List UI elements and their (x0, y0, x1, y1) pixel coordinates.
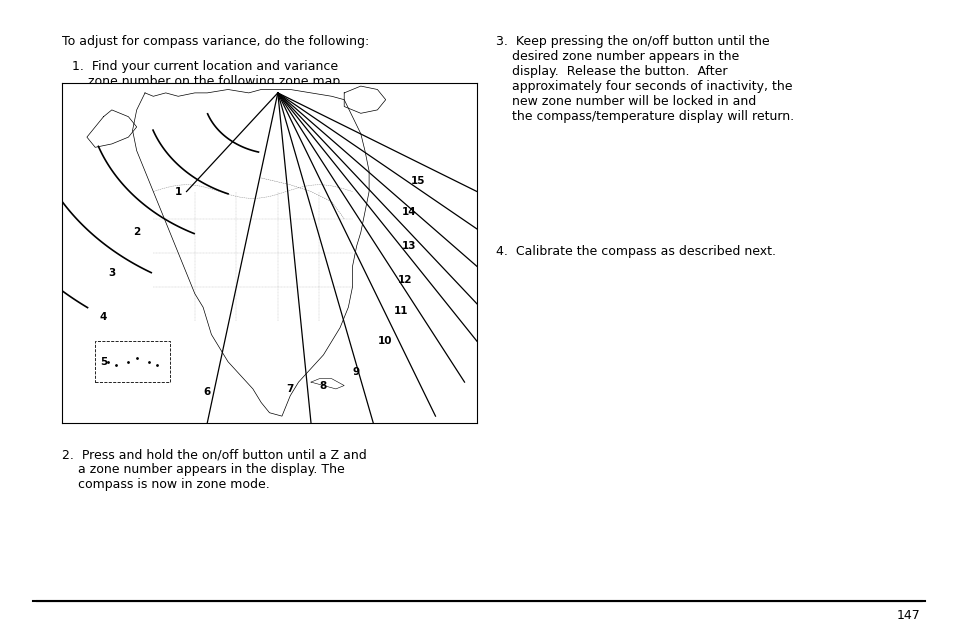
Text: 8: 8 (319, 380, 326, 391)
Text: 13: 13 (402, 241, 416, 251)
Text: 9: 9 (353, 367, 359, 377)
Text: 2: 2 (133, 228, 140, 237)
Text: 11: 11 (394, 306, 408, 315)
Text: 3.  Keep pressing the on/off button until the
    desired zone number appears in: 3. Keep pressing the on/off button until… (496, 35, 793, 123)
Text: 15: 15 (410, 176, 425, 186)
Text: 1.  Find your current location and variance
    zone number on the following zon: 1. Find your current location and varian… (71, 60, 343, 88)
Text: To adjust for compass variance, do the following:: To adjust for compass variance, do the f… (62, 35, 369, 48)
Text: 147: 147 (896, 609, 920, 622)
Text: 6: 6 (203, 387, 210, 398)
Text: 3: 3 (108, 268, 115, 278)
Text: 4.  Calibrate the compass as described next.: 4. Calibrate the compass as described ne… (496, 245, 776, 258)
Text: 1: 1 (174, 186, 182, 197)
Text: 5: 5 (100, 357, 107, 367)
Text: 4: 4 (100, 312, 107, 322)
Text: 12: 12 (397, 275, 413, 285)
Bar (95, 342, 170, 382)
Text: 10: 10 (377, 336, 392, 346)
Text: 7: 7 (286, 384, 294, 394)
Text: 14: 14 (402, 207, 416, 217)
Text: 2.  Press and hold the on/off button until a Z and
    a zone number appears in : 2. Press and hold the on/off button unti… (62, 448, 366, 492)
